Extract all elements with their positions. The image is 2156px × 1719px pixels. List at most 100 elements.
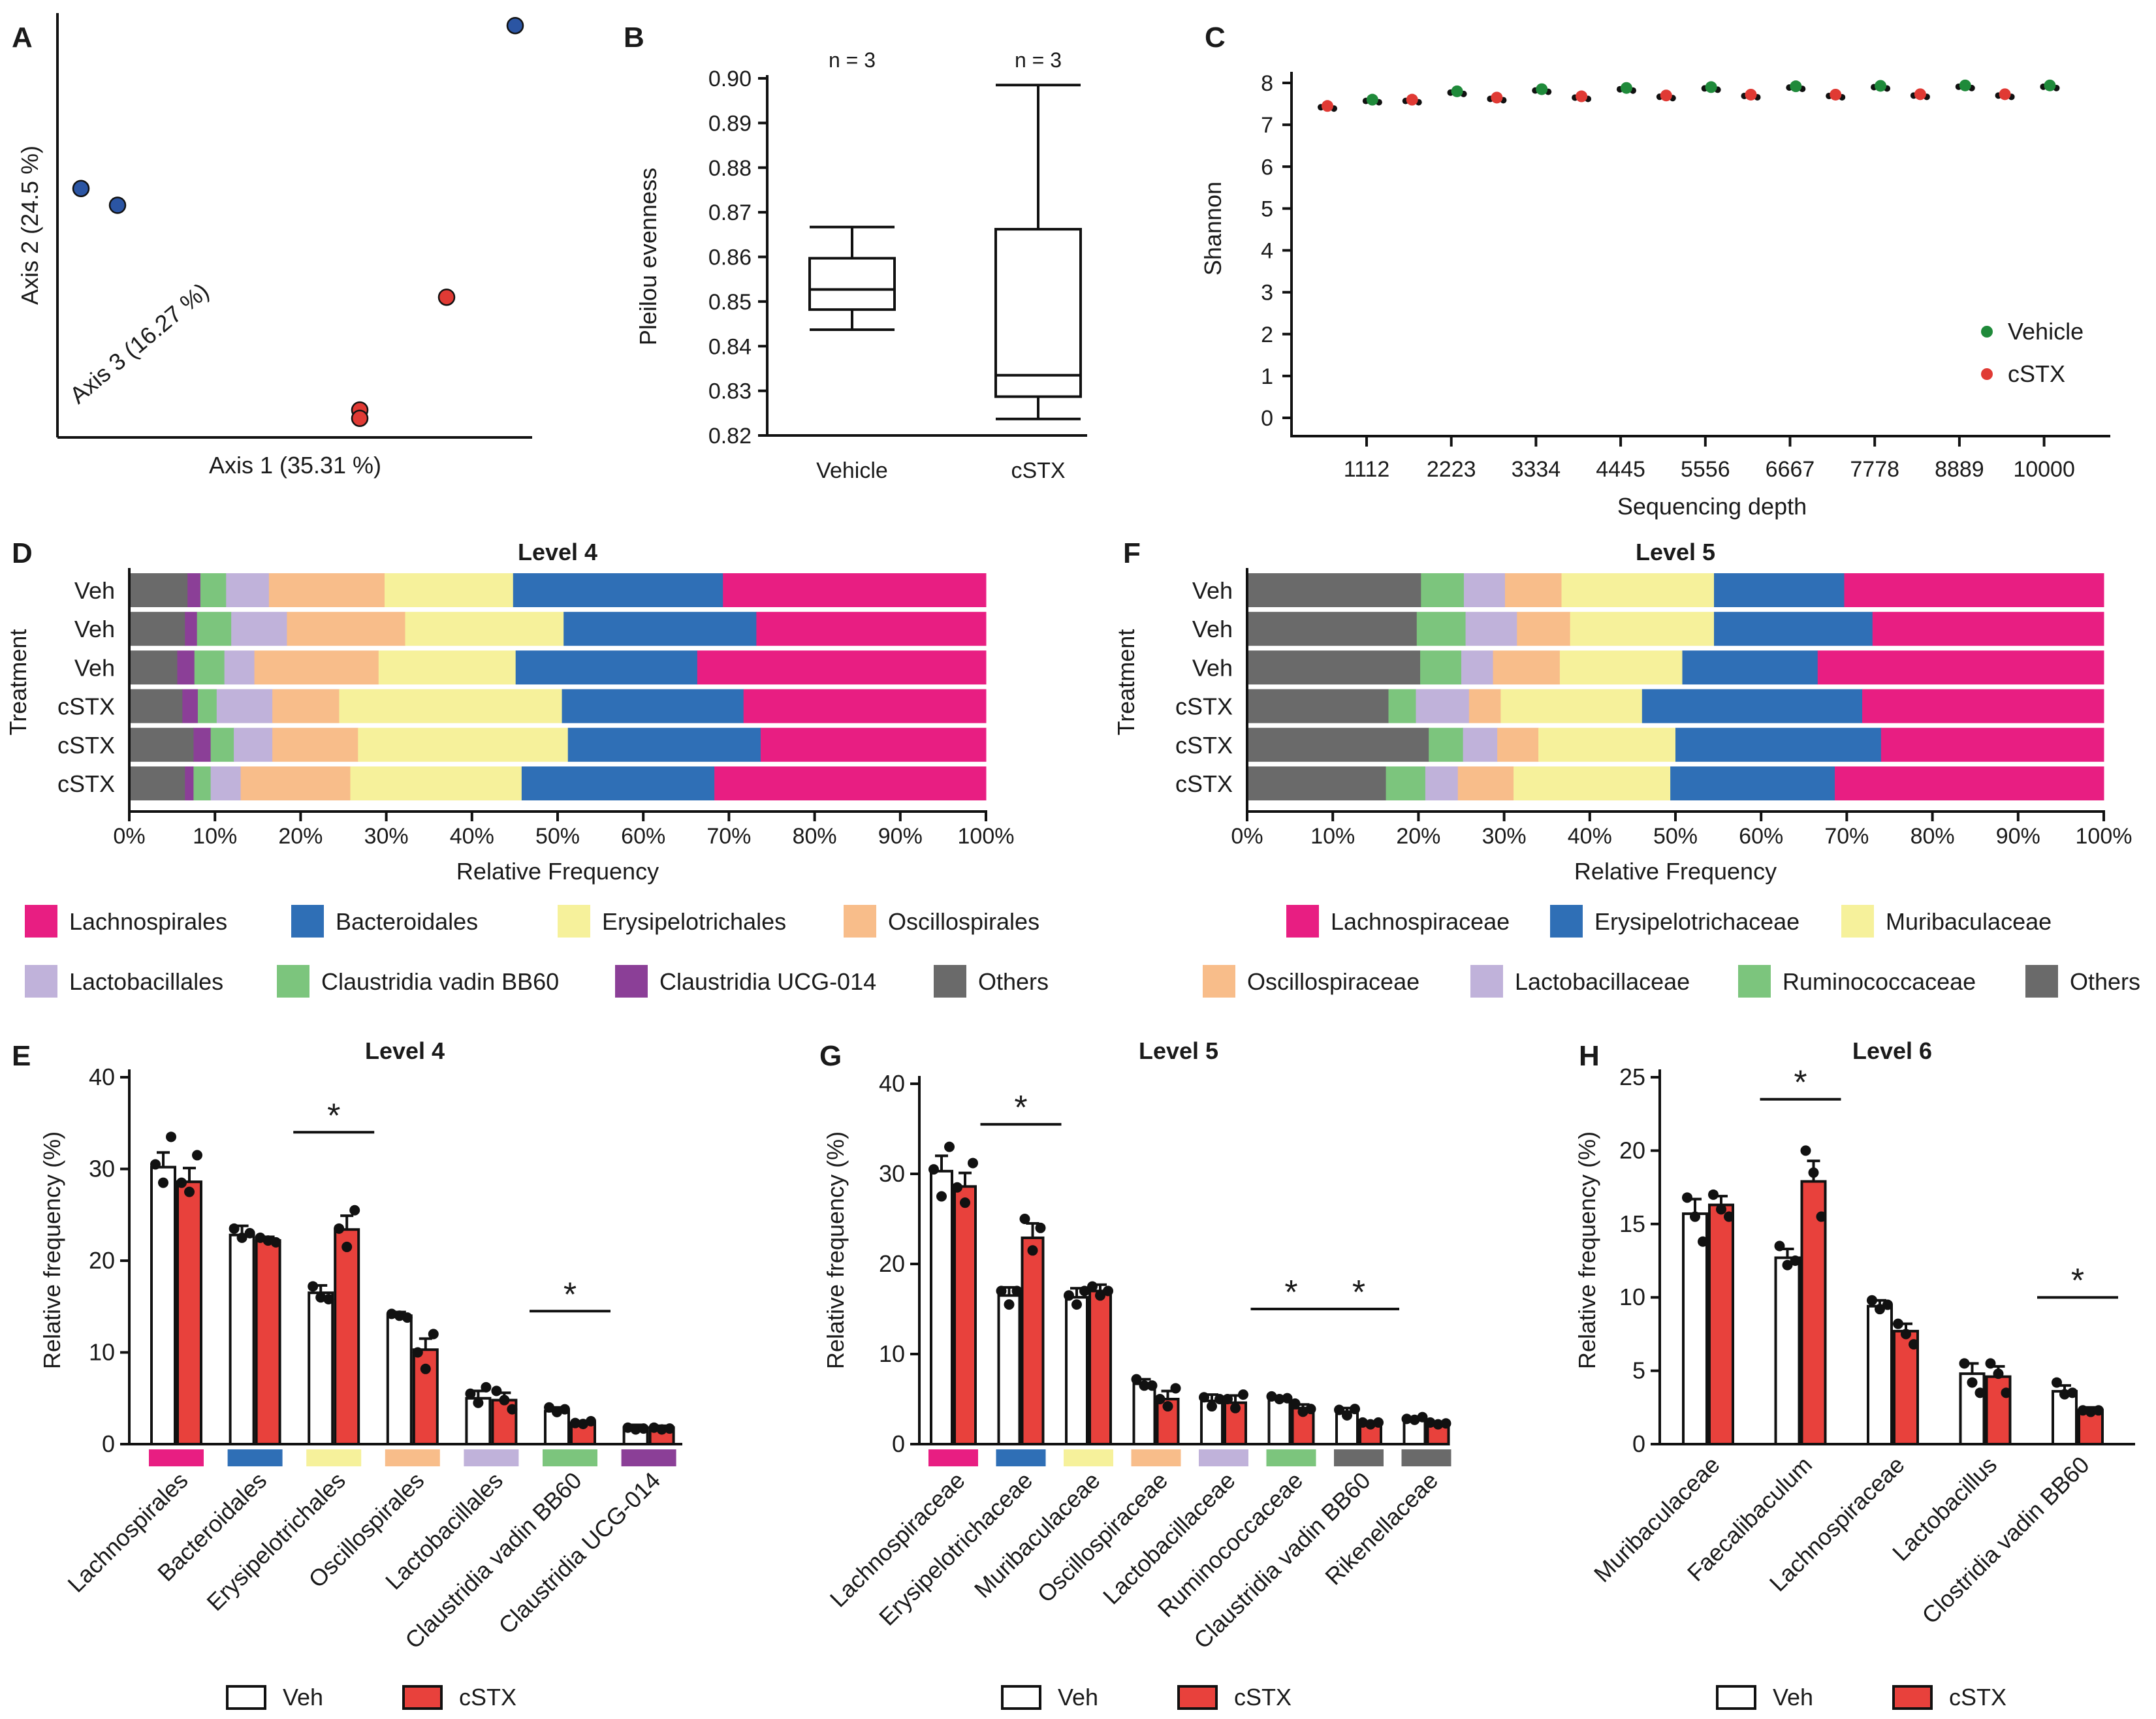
replicate-point — [1682, 1192, 1692, 1203]
replicate-point — [1909, 1339, 1919, 1350]
bar-segment — [240, 766, 351, 800]
replicate-point — [1290, 1398, 1301, 1409]
replicate-point — [1087, 1281, 1098, 1292]
replicate-point — [1064, 1290, 1074, 1301]
legend-swatch-veh — [226, 1685, 266, 1710]
bar-segment — [1504, 573, 1562, 607]
bar-segment — [185, 766, 194, 800]
mean-point-vehicle — [1959, 79, 1971, 91]
bar-segment — [1247, 689, 1389, 723]
replicate-point — [586, 1415, 596, 1427]
replicate-point — [1274, 1394, 1285, 1404]
y-tick-label: 20 — [1619, 1137, 1645, 1163]
stacked-bar-chart-d: Level 4 Veh Veh Veh cSTX cSTX cSTX 0% 10% 20% 30% 4… — [5, 539, 1014, 885]
category-color-strip — [1401, 1449, 1451, 1466]
replicate-point — [1103, 1285, 1113, 1297]
x-tick-label: 5556 — [1681, 457, 1730, 482]
chart-title: Level 5 — [1139, 1037, 1218, 1064]
bar-cstx — [953, 1185, 977, 1445]
replicate-point — [428, 1329, 439, 1340]
y-tick-label: 15 — [1619, 1210, 1645, 1237]
legend-label: Lachnospiraceae — [1331, 908, 1510, 935]
replicate-point — [270, 1237, 281, 1248]
replicate-point — [1238, 1389, 1248, 1400]
panel-label-c: C — [1205, 22, 1226, 54]
replicate-point — [334, 1223, 345, 1234]
replicate-point — [1433, 1419, 1444, 1430]
y-tick-label: 20 — [89, 1247, 115, 1274]
replicate-point — [1867, 1295, 1877, 1306]
x-category-label: Muribaculaceae — [969, 1467, 1105, 1603]
bar-veh — [229, 1233, 255, 1446]
legend-label: Ruminococcaceae — [1783, 968, 1976, 995]
replicate-point — [1170, 1383, 1181, 1394]
legend-h: Veh cSTX — [1716, 1684, 2006, 1711]
replicate-point — [1698, 1236, 1708, 1247]
replicate-point — [2078, 1405, 2088, 1416]
panel-label-a: A — [12, 22, 33, 54]
bar-cstx — [412, 1348, 439, 1445]
replicate-point — [1079, 1285, 1090, 1297]
bar-segment — [224, 650, 255, 685]
category-color-strip — [1064, 1449, 1113, 1466]
row-label: cSTX — [1175, 732, 1233, 759]
bar-segment — [1682, 650, 1818, 685]
legend-swatch — [1286, 905, 1319, 938]
bar-cstx — [334, 1228, 360, 1445]
y-axis-label: Relative frequency (%) — [1574, 1131, 1600, 1369]
mean-point-cstx — [1999, 88, 2011, 101]
x-axis-label: Axis 1 (35.31 %) — [209, 452, 381, 479]
replicate-point — [315, 1292, 326, 1303]
category-group — [1334, 1404, 1384, 1466]
category-color-strip — [1131, 1449, 1181, 1466]
replicate-point — [1282, 1393, 1293, 1404]
x-tick-label: 10000 — [2013, 457, 2075, 482]
legend-swatch — [25, 905, 57, 938]
replicate-point — [1334, 1404, 1344, 1415]
legend-label: Lachnospirales — [69, 908, 227, 935]
bar-segment — [185, 612, 198, 646]
replicate-point — [386, 1308, 397, 1319]
bar-segment — [268, 573, 385, 607]
replicate-point — [968, 1158, 978, 1169]
legend: Vehicle cSTX — [1981, 318, 2084, 387]
significance-star: * — [563, 1276, 577, 1314]
legend-label: Veh — [283, 1684, 323, 1711]
legend-label: Claustridia UCG-014 — [659, 968, 876, 995]
bar-segment — [187, 573, 201, 607]
replicate-point — [544, 1402, 554, 1413]
mean-point-cstx — [1745, 88, 1757, 101]
category-group — [621, 1422, 676, 1466]
replicate-point — [1882, 1299, 1893, 1310]
replicate-point — [1357, 1417, 1368, 1428]
replicate-point — [1162, 1401, 1173, 1412]
bar-cstx — [1021, 1236, 1045, 1445]
bar-segment — [743, 689, 987, 723]
y-tick-label: 30 — [89, 1156, 115, 1182]
replicate-point — [1774, 1240, 1785, 1252]
replicate-point — [1974, 1387, 1986, 1398]
category-group — [1401, 1411, 1451, 1466]
bar-segment — [1641, 689, 1863, 723]
replicate-point — [229, 1223, 240, 1234]
bar-segment — [1416, 689, 1470, 723]
replicate-point — [323, 1294, 334, 1305]
category-color-strip — [385, 1449, 440, 1466]
replicate-point — [656, 1424, 667, 1435]
y-axis-label: Pleilou evenness — [635, 168, 661, 345]
y-tick-label: 4 — [1261, 239, 1273, 264]
x-tick-label: 30% — [1482, 824, 1527, 849]
legend-swatch — [615, 965, 648, 998]
y-tick-label: 0.85 — [708, 290, 752, 315]
replicate-point — [465, 1388, 476, 1399]
x-axis-label: Relative Frequency — [1574, 858, 1777, 885]
replicate-point — [1230, 1402, 1241, 1413]
bar-segment — [1670, 766, 1835, 800]
bar-veh — [1867, 1304, 1893, 1445]
replicate-point — [150, 1159, 161, 1170]
bar-segment — [129, 727, 194, 762]
category-group — [1682, 1189, 1734, 1446]
bar-segment — [1714, 573, 1845, 607]
replicate-point — [2085, 1406, 2096, 1417]
